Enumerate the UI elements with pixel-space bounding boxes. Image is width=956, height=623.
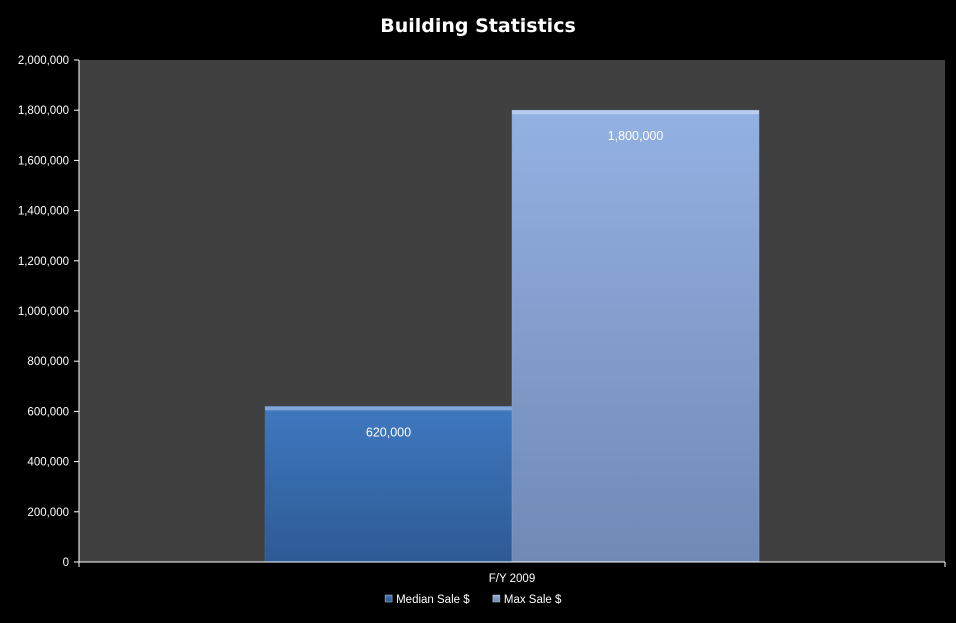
legend: Median Sale $ Max Sale $ — [384, 594, 562, 606]
y-tick-label: 1,000,000 — [18, 306, 69, 318]
bar-median-sale — [264, 406, 513, 563]
x-axis: F/Y 2009 — [78, 561, 946, 585]
data-label: 620,000 — [366, 425, 411, 439]
y-tick-label: 1,400,000 — [18, 206, 69, 218]
y-tick-label: 400,000 — [27, 457, 69, 469]
legend-label: Median Sale $ — [396, 594, 470, 606]
y-tick-label: 600,000 — [27, 406, 69, 418]
legend-swatch — [492, 594, 501, 603]
bar-highlight — [512, 110, 759, 115]
data-label: 1,800,000 — [608, 129, 664, 143]
bars: 620,000 1,800,000 — [264, 109, 760, 563]
legend-swatch — [384, 594, 393, 603]
y-tick-label: 800,000 — [27, 356, 69, 368]
legend-label: Max Sale $ — [504, 594, 562, 606]
y-axis: 0 200,000 400,000 600,000 800,000 1,000,000 1,… — [18, 55, 80, 569]
y-tick-label: 1,600,000 — [18, 155, 69, 167]
x-category-label: F/Y 2009 — [489, 573, 535, 585]
y-tick-label: 1,800,000 — [18, 105, 69, 117]
y-tick-label: 1,200,000 — [18, 256, 69, 268]
bar-max-sale — [511, 109, 760, 563]
y-tick-label: 2,000,000 — [18, 55, 69, 67]
y-tick-label: 200,000 — [27, 507, 69, 519]
y-tick-label: 0 — [63, 557, 69, 569]
chart-title: Building Statistics — [380, 15, 576, 37]
bar-highlight — [265, 406, 512, 411]
